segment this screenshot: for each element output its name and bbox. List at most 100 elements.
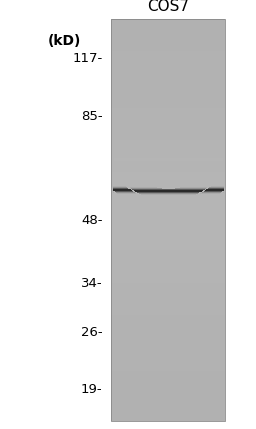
Bar bbox=[159, 187, 160, 188]
Bar bbox=[140, 193, 141, 194]
Bar bbox=[152, 187, 153, 188]
Bar bbox=[111, 305, 225, 307]
Bar bbox=[111, 90, 225, 92]
Bar bbox=[111, 278, 225, 281]
Bar bbox=[212, 189, 213, 190]
Bar bbox=[188, 188, 189, 189]
Bar bbox=[185, 190, 186, 191]
Bar bbox=[111, 35, 225, 37]
Bar bbox=[144, 194, 145, 195]
Bar bbox=[111, 307, 225, 309]
Bar bbox=[169, 192, 170, 193]
Bar bbox=[207, 192, 208, 193]
Bar bbox=[158, 194, 159, 195]
Bar bbox=[171, 190, 172, 191]
Bar bbox=[111, 269, 225, 271]
Bar bbox=[163, 192, 164, 193]
Bar bbox=[111, 389, 225, 391]
Bar bbox=[121, 188, 122, 189]
Bar bbox=[121, 189, 122, 190]
Bar bbox=[111, 266, 225, 269]
Bar bbox=[203, 188, 204, 189]
Bar bbox=[188, 190, 189, 191]
Bar bbox=[111, 216, 225, 218]
Bar bbox=[147, 191, 149, 192]
Bar bbox=[130, 187, 131, 188]
Bar bbox=[111, 152, 225, 154]
Bar bbox=[145, 192, 146, 193]
Bar bbox=[214, 187, 215, 188]
Bar bbox=[111, 411, 225, 413]
Bar bbox=[123, 189, 124, 190]
Bar bbox=[111, 319, 225, 321]
Bar bbox=[150, 192, 151, 193]
Bar bbox=[175, 188, 176, 189]
Bar bbox=[122, 191, 123, 192]
Bar bbox=[189, 188, 190, 189]
Bar bbox=[150, 190, 151, 191]
Bar bbox=[153, 194, 154, 195]
Bar bbox=[166, 188, 167, 189]
Bar bbox=[123, 187, 124, 188]
Bar bbox=[153, 188, 154, 189]
Bar bbox=[194, 192, 195, 193]
Bar bbox=[160, 191, 161, 192]
Bar bbox=[201, 193, 203, 194]
Bar bbox=[121, 186, 122, 187]
Bar bbox=[156, 188, 158, 189]
Bar bbox=[212, 190, 213, 191]
Bar bbox=[201, 192, 203, 193]
Bar bbox=[111, 254, 225, 257]
Bar bbox=[127, 188, 129, 189]
Bar bbox=[184, 194, 185, 195]
Bar bbox=[130, 190, 131, 191]
Bar bbox=[208, 187, 209, 188]
Bar bbox=[194, 188, 195, 189]
Bar bbox=[195, 187, 196, 188]
Bar bbox=[216, 191, 217, 192]
Bar bbox=[162, 193, 163, 194]
Bar bbox=[140, 189, 141, 190]
Bar bbox=[167, 192, 168, 193]
Bar bbox=[113, 191, 114, 192]
Bar bbox=[111, 86, 225, 88]
Bar bbox=[143, 191, 144, 192]
Bar bbox=[119, 192, 121, 193]
Bar bbox=[164, 188, 166, 189]
Bar bbox=[218, 186, 219, 187]
Bar bbox=[154, 191, 155, 192]
Bar bbox=[144, 190, 145, 191]
Bar bbox=[191, 191, 193, 192]
Bar bbox=[122, 188, 123, 189]
Bar bbox=[136, 188, 137, 189]
Bar bbox=[190, 193, 191, 194]
Bar bbox=[205, 192, 206, 193]
Text: 26-: 26- bbox=[81, 326, 102, 339]
Bar bbox=[119, 186, 121, 187]
Bar bbox=[111, 110, 225, 112]
Bar bbox=[191, 192, 193, 193]
Bar bbox=[111, 100, 225, 102]
Bar bbox=[111, 104, 225, 106]
Bar bbox=[213, 190, 214, 191]
Bar bbox=[111, 136, 225, 138]
Bar bbox=[196, 191, 197, 192]
Bar bbox=[142, 189, 143, 190]
Bar bbox=[207, 187, 208, 188]
Bar bbox=[156, 189, 158, 190]
Bar bbox=[160, 194, 161, 195]
Bar bbox=[111, 355, 225, 357]
Bar bbox=[114, 190, 115, 191]
Bar bbox=[111, 92, 225, 94]
Bar bbox=[121, 191, 122, 192]
Bar bbox=[181, 188, 182, 189]
Bar bbox=[118, 190, 119, 191]
Bar bbox=[186, 192, 187, 193]
Bar bbox=[215, 190, 216, 191]
Text: 48-: 48- bbox=[81, 214, 102, 227]
Bar bbox=[156, 193, 158, 194]
Text: 117-: 117- bbox=[72, 52, 102, 65]
Bar bbox=[223, 186, 224, 187]
Bar bbox=[193, 188, 194, 189]
Bar bbox=[111, 124, 225, 126]
